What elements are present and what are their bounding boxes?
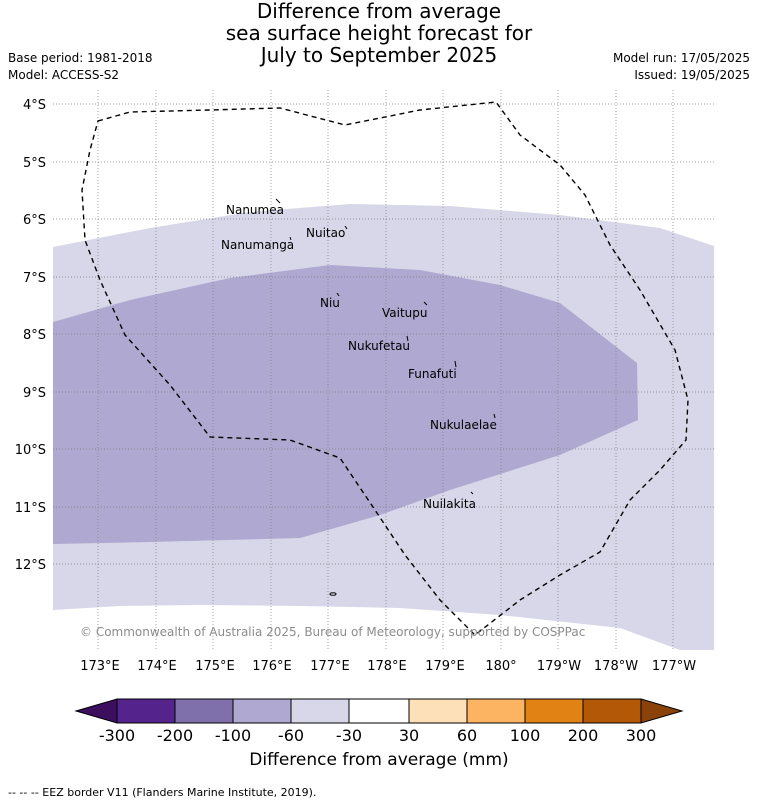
lat-label-8s: 8°S xyxy=(23,328,46,343)
colorbar-bin-9 xyxy=(582,698,642,724)
place-label-niu: Niu xyxy=(320,296,340,310)
colorbar-bin-1 xyxy=(116,698,176,724)
colorbar-label-neg300: -300 xyxy=(98,726,136,745)
lat-label-4s: 4°S xyxy=(23,98,46,113)
lat-label-6s: 6°S xyxy=(23,213,46,228)
colorbar-label-neg100: -100 xyxy=(214,726,252,745)
colorbar-label-200: 200 xyxy=(567,726,599,745)
lon-gridlines xyxy=(97,90,674,650)
lat-label-10s: 10°S xyxy=(15,443,46,458)
colorbar-bin-5 xyxy=(348,698,410,724)
run-info: Model run: 17/05/2025 Issued: 19/05/2025 xyxy=(613,50,750,84)
colorbar-label-neg60: -60 xyxy=(277,726,305,745)
colorbar-label-300: 300 xyxy=(625,726,657,745)
colorbar xyxy=(74,698,684,724)
lat-label-9s: 9°S xyxy=(23,386,46,401)
lon-label-178w: 178°W xyxy=(594,659,638,674)
colorbar-arrow-low xyxy=(74,698,118,724)
place-label-nanumanga: Nanumanga xyxy=(221,238,294,252)
colorbar-label-neg200: -200 xyxy=(156,726,194,745)
title-line-1: Difference from average xyxy=(256,0,502,23)
place-label-nukulaelae: Nukulaelae xyxy=(430,418,497,432)
colorbar-title: Difference from average (mm) xyxy=(249,750,509,770)
model-run-date: Model run: 17/05/2025 xyxy=(612,51,750,65)
colorbar-label-30: 30 xyxy=(398,726,420,745)
title-line-3: July to September 2025 xyxy=(260,43,498,67)
island-marks xyxy=(275,198,496,596)
lat-gridlines xyxy=(53,103,714,565)
title-line-2: sea surface height forecast for xyxy=(225,21,533,45)
map-title: Difference from average sea surface heig… xyxy=(0,0,758,66)
model-info: Base period: 1981-2018 Model: ACCESS-S2 xyxy=(8,50,153,84)
colorbar-bin-8 xyxy=(524,698,584,724)
colorbar-bin-2 xyxy=(174,698,234,724)
lon-label-173e: 173°E xyxy=(80,659,120,674)
colorbar-label-100: 100 xyxy=(509,726,541,745)
lon-label-179w: 179°W xyxy=(537,659,581,674)
model-name: Model: ACCESS-S2 xyxy=(8,68,120,82)
eez-border xyxy=(81,101,689,636)
lon-label-177e: 177°E xyxy=(310,659,350,674)
place-label-nuilakita: Nuilakita xyxy=(423,497,476,511)
lon-label-178e: 178°E xyxy=(367,659,407,674)
colorbar-bin-4 xyxy=(290,698,350,724)
anomaly-band-mid xyxy=(53,265,638,544)
place-label-funafuti: Funafuti xyxy=(408,367,457,381)
colorbar-label-60: 60 xyxy=(456,726,478,745)
lat-label-11s: 11°S xyxy=(15,501,46,516)
lat-label-12s: 12°S xyxy=(15,558,46,573)
colorbar-bin-7 xyxy=(466,698,526,724)
lon-label-175e: 175°E xyxy=(195,659,235,674)
lon-label-177w: 177°W xyxy=(652,659,696,674)
issued-date: Issued: 19/05/2025 xyxy=(634,68,750,82)
lon-label-180: 180° xyxy=(485,659,516,674)
lon-label-176e: 176°E xyxy=(252,659,292,674)
place-label-vaitupu: Vaitupu xyxy=(382,306,428,320)
lat-label-5s: 5°S xyxy=(23,156,46,171)
lat-label-7s: 7°S xyxy=(23,271,46,286)
colorbar-bin-6 xyxy=(408,698,468,724)
place-label-nukufetau: Nukufetau xyxy=(348,339,410,353)
colorbar-label-neg30: -30 xyxy=(335,726,363,745)
eez-legend-footnote: -- -- -- EEZ border V11 (Flanders Marine… xyxy=(8,786,317,799)
lon-label-179e: 179°E xyxy=(425,659,465,674)
colorbar-arrow-high xyxy=(640,698,684,724)
place-label-nanumea: Nanumea xyxy=(226,203,284,217)
base-period: Base period: 1981-2018 xyxy=(8,51,153,65)
place-label-nuitao: Nuitao xyxy=(306,226,345,240)
copyright-note: © Commonwealth of Australia 2025, Bureau… xyxy=(80,625,585,639)
colorbar-bin-3 xyxy=(232,698,292,724)
lon-label-174e: 174°E xyxy=(137,659,177,674)
